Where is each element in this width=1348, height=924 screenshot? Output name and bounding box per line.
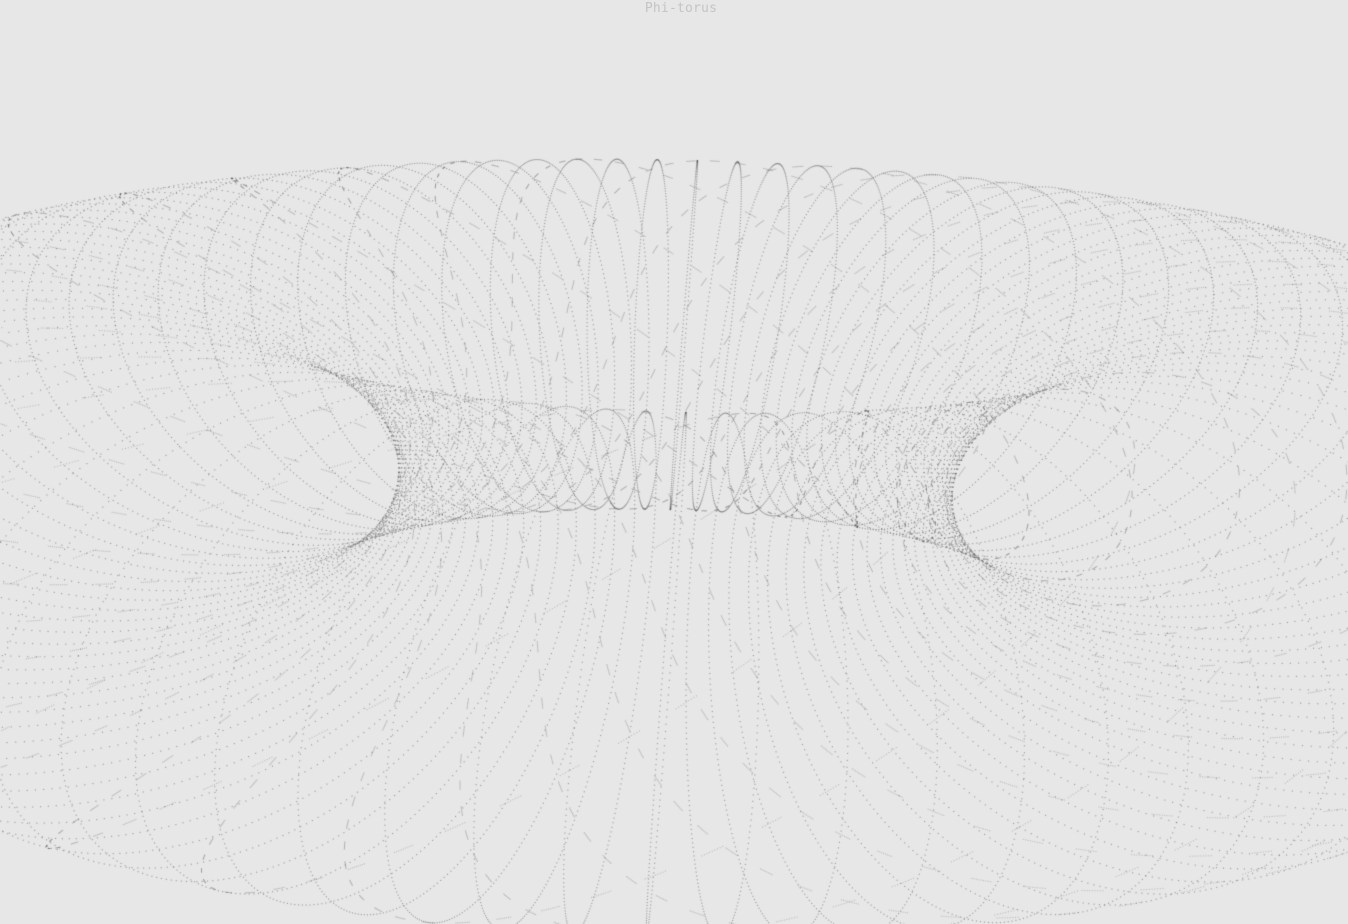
viewport: Phi-torus (0, 0, 1348, 924)
phi-torus-point-cloud[interactable] (0, 0, 1348, 924)
